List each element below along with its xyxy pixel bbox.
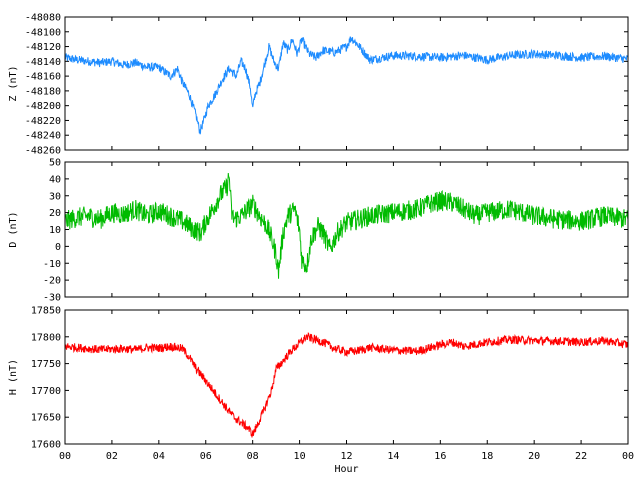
y-tick-label: 17850 [31, 306, 61, 317]
y-tick-label: -48140 [25, 57, 61, 68]
x-tick-label: 10 [294, 451, 306, 462]
x-axis-title: Hour [334, 464, 358, 475]
y-axis-title-d: D (nT) [8, 211, 19, 247]
y-tick-label: -48100 [25, 27, 61, 38]
x-tick-label: 20 [528, 451, 540, 462]
y-tick-label: -30 [43, 293, 61, 304]
series-line-d [64, 173, 629, 279]
y-tick-label: -48240 [25, 131, 61, 142]
y-tick-label: 20 [49, 208, 61, 219]
x-tick-label: 18 [481, 451, 493, 462]
y-ticks-h: 17850 17800 17750 17700 17650 17600 [31, 306, 628, 451]
x-tick-label: 00 [59, 451, 71, 462]
x-tick-label: 04 [153, 451, 165, 462]
y-tick-label: 17650 [31, 413, 61, 424]
y-tick-label: -48180 [25, 86, 61, 97]
y-tick-label: 17800 [31, 332, 61, 343]
series-line-z [64, 36, 629, 135]
y-tick-label: 17600 [31, 440, 61, 451]
x-tick-label: 08 [247, 451, 259, 462]
y-axis-title-z: Z (nT) [8, 65, 19, 101]
y-tick-label: 17700 [31, 386, 61, 397]
panel-d: 50 40 30 20 10 0 -10 -20 -30 D (nT) [8, 158, 629, 304]
y-tick-label: -20 [43, 276, 61, 287]
x-tick-label: 16 [434, 451, 446, 462]
x-tick-label: 00 [622, 451, 634, 462]
panel-h: 17850 17800 17750 17700 17650 17600 H (nT) [8, 306, 629, 451]
y-tick-label: -10 [43, 259, 61, 270]
x-tick-label: 22 [575, 451, 587, 462]
y-tick-label: 0 [55, 242, 61, 253]
panel-z: -48080 -48100 -48120 -48140 -48160 -48180 -482… [8, 13, 629, 157]
y-axis-title-h: H (nT) [8, 359, 19, 395]
y-tick-label: -48260 [25, 146, 61, 157]
y-tick-label: 40 [49, 174, 61, 185]
x-tick-label: 14 [387, 451, 399, 462]
y-tick-label: -48220 [25, 116, 61, 127]
x-tick-label: 12 [340, 451, 352, 462]
y-tick-label: 17750 [31, 359, 61, 370]
y-tick-label: -48160 [25, 72, 61, 83]
y-ticks-z: -48080 -48100 -48120 -48140 -48160 -48180 -482… [25, 13, 628, 157]
panel-frame-h [64, 309, 629, 445]
x-tick-label: 02 [106, 451, 118, 462]
series-line-h [64, 331, 629, 438]
x-tick-label: 06 [200, 451, 212, 462]
x-ticks: 00 02 04 06 08 10 12 14 16 18 20 22 00 [59, 451, 634, 462]
y-tick-label: 50 [49, 158, 61, 169]
panel-frame-z [64, 16, 629, 151]
y-ticks-d: 50 40 30 20 10 0 -10 -20 -30 [43, 158, 628, 304]
y-tick-label: 10 [49, 225, 61, 236]
y-tick-label: -48080 [25, 13, 61, 24]
y-tick-label: -48200 [25, 101, 61, 112]
y-tick-label: -48120 [25, 42, 61, 53]
y-tick-label: 30 [49, 191, 61, 202]
